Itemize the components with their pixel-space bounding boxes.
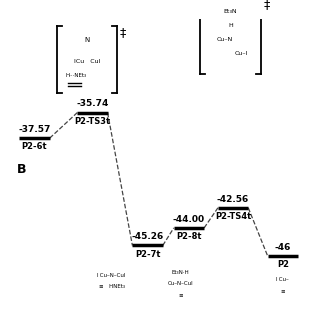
Text: P2: P2	[277, 260, 289, 269]
Text: P2-8t: P2-8t	[176, 232, 202, 241]
Text: P2-TS4t: P2-TS4t	[215, 212, 251, 221]
Text: H···NEt₃: H···NEt₃	[65, 73, 86, 78]
Text: P2-7t: P2-7t	[135, 250, 160, 259]
Text: ≡: ≡	[178, 292, 183, 297]
Text: -44.00: -44.00	[173, 215, 205, 224]
Text: P2-6t: P2-6t	[22, 142, 47, 151]
Text: Et₃N·H: Et₃N·H	[172, 270, 189, 275]
Text: ICu   CuI: ICu CuI	[74, 59, 100, 64]
Text: Cu–N: Cu–N	[217, 37, 233, 42]
Text: I Cu–N–CuI: I Cu–N–CuI	[98, 273, 126, 277]
Text: ≡: ≡	[280, 288, 285, 293]
Text: H: H	[228, 23, 233, 28]
Text: P2-TS3t: P2-TS3t	[74, 117, 110, 126]
Text: Cu–I: Cu–I	[235, 51, 248, 56]
Text: ‡: ‡	[120, 26, 126, 38]
Text: ≡ HNEt₃: ≡ HNEt₃	[99, 284, 125, 289]
Text: Cu–N–CuI: Cu–N–CuI	[168, 281, 194, 286]
Text: -45.26: -45.26	[132, 232, 164, 241]
Text: Et₃N: Et₃N	[224, 9, 237, 14]
Text: I Cu–: I Cu–	[276, 277, 289, 282]
Text: -42.56: -42.56	[217, 195, 249, 204]
Text: -35.74: -35.74	[76, 100, 108, 108]
Text: ‡: ‡	[263, 0, 270, 11]
Text: B: B	[17, 163, 26, 176]
Text: -46: -46	[275, 243, 291, 252]
Text: N: N	[84, 36, 90, 43]
Text: -37.57: -37.57	[18, 125, 51, 134]
